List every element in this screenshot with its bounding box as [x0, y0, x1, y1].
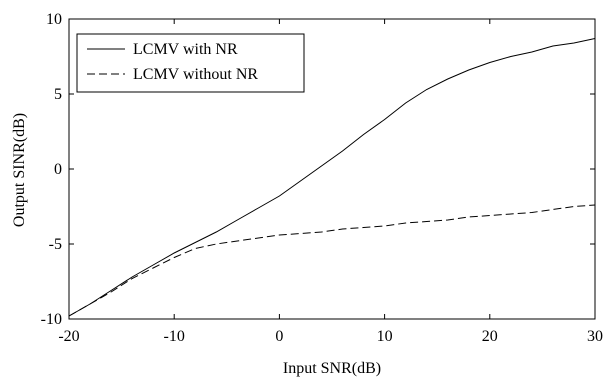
- legend: LCMV with NR LCMV without NR: [76, 33, 305, 93]
- x-tick-label: 0: [275, 328, 283, 345]
- y-tick-label: -10: [41, 311, 62, 328]
- y-tick-label: 10: [46, 11, 62, 28]
- y-axis-label: Output SINR(dB): [11, 113, 28, 227]
- x-tick-label: 10: [377, 328, 393, 345]
- series-layer: [68, 38, 596, 317]
- x-tick-label: -10: [164, 328, 185, 345]
- y-tick-label: -5: [49, 236, 62, 253]
- x-tick-label: 30: [587, 328, 603, 345]
- legend-label-1: LCMV with NR: [133, 41, 238, 58]
- series-line-1: [68, 38, 596, 317]
- series-line-2: [68, 204, 596, 317]
- y-tick-label: 5: [54, 86, 62, 103]
- x-tick-label: -20: [58, 328, 79, 345]
- legend-box: [76, 33, 305, 93]
- x-axis-label: Input SNR(dB): [283, 360, 381, 377]
- legend-label-2: LCMV without NR: [133, 66, 258, 83]
- x-tick-label: 20: [482, 328, 498, 345]
- plot-frame: [68, 18, 596, 320]
- y-tick-label: 0: [54, 161, 62, 178]
